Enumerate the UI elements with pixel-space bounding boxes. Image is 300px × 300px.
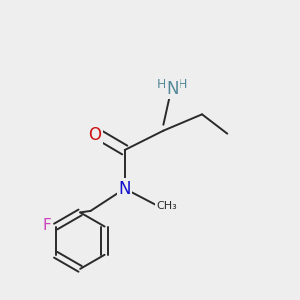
Text: N: N bbox=[118, 180, 131, 198]
Text: F: F bbox=[42, 218, 51, 232]
Text: O: O bbox=[88, 126, 101, 144]
Text: N: N bbox=[166, 80, 178, 98]
Text: H: H bbox=[157, 78, 167, 91]
Text: CH₃: CH₃ bbox=[156, 202, 177, 212]
Text: H: H bbox=[178, 78, 188, 91]
